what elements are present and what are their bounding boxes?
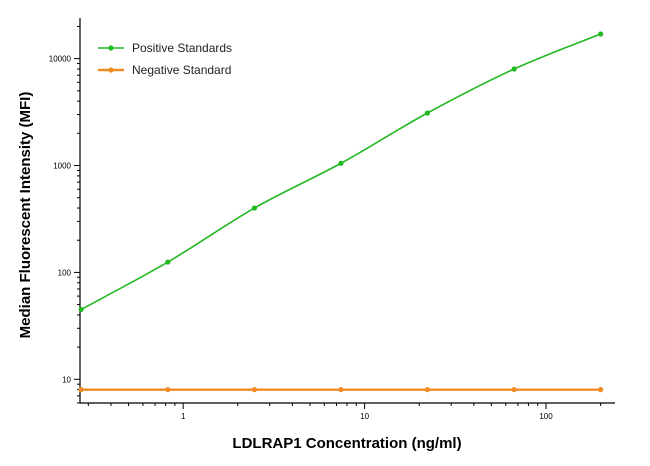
x-axis-title: LDLRAP1 Concentration (ng/ml) [232,435,461,452]
data-point-negative-standard [511,387,517,393]
y-tick-label: 1000 [53,162,71,171]
data-point-negative-standard [78,387,84,393]
y-tick-label: 10000 [49,55,72,64]
y-tick-label: 100 [58,268,72,277]
series-negative-standard [78,387,604,393]
legend-item-negative-standard: Negative Standard [98,63,231,77]
y-axis-ticks: 10 100 1000 10000 [49,25,80,404]
legend: Positive Standards Negative Standard [98,41,232,77]
legend-label: Positive Standards [132,41,232,55]
x-tick-label: 1 [181,412,186,421]
data-point-positive-standards [511,66,517,72]
data-point-positive-standards [338,160,344,166]
series-layer [78,31,604,393]
data-point-negative-standard [424,387,431,393]
legend-swatch-marker [108,45,114,51]
legend-item-positive-standards: Positive Standards [98,41,232,55]
x-tick-label: 100 [539,412,553,421]
data-point-positive-standards [598,31,604,37]
data-point-negative-standard [598,387,604,393]
y-axis-title: Median Fluorescent Intensity (MFI) [17,92,34,339]
y-tick-label: 10 [62,375,71,384]
data-point-negative-standard [165,387,171,393]
x-axis-ticks: 1 10 100 [87,403,602,421]
series-positive-standards [78,31,604,313]
data-point-positive-standards [165,259,171,265]
legend-label: Negative Standard [132,63,231,77]
data-point-positive-standards [424,110,431,116]
legend-swatch-marker [108,67,114,73]
data-point-positive-standards [251,205,258,211]
x-tick-label: 10 [360,412,369,421]
data-point-negative-standard [251,387,258,393]
data-point-negative-standard [338,387,344,393]
data-point-positive-standards [78,306,84,313]
